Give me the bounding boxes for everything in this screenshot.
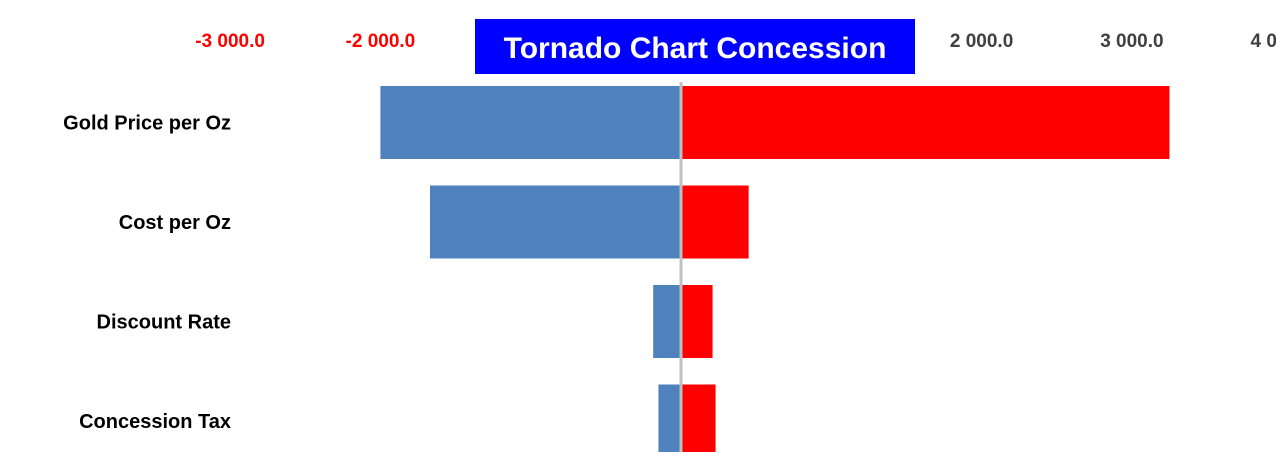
category-label: Cost per Oz — [119, 212, 231, 234]
high-bar — [681, 285, 713, 358]
chart-title-box — [475, 19, 915, 74]
high-bar — [681, 185, 749, 259]
chart-title-text: Tornado Chart Concession — [504, 32, 887, 65]
x-tick-label: 3 000.0 — [1100, 31, 1163, 52]
high-bar — [681, 384, 716, 457]
bars — [380, 86, 1170, 457]
x-tick-label: -3 000.0 — [195, 31, 265, 52]
low-bar — [429, 185, 681, 259]
low-bar — [380, 86, 681, 159]
category-label: Gold Price per Oz — [63, 113, 231, 135]
high-bar — [681, 86, 1170, 159]
low-bar — [653, 285, 681, 358]
x-tick-label: 2 000.0 — [950, 31, 1013, 52]
category-label: Concession Tax — [79, 411, 231, 433]
low-bar — [658, 384, 681, 457]
x-tick-label: -2 000.0 — [346, 31, 416, 52]
category-labels: Gold Price per Oz Cost per Oz Discount Rat… — [63, 113, 231, 434]
x-tick-label: 4 000.0 — [1250, 31, 1276, 52]
chart-title: Tornado Chart Concession — [475, 19, 915, 74]
x-axis-ticks: -3 000.0 -2 000.0 2 000.0 3 000.0 4 000.0 — [195, 31, 1276, 52]
category-label: Discount Rate — [97, 312, 231, 334]
